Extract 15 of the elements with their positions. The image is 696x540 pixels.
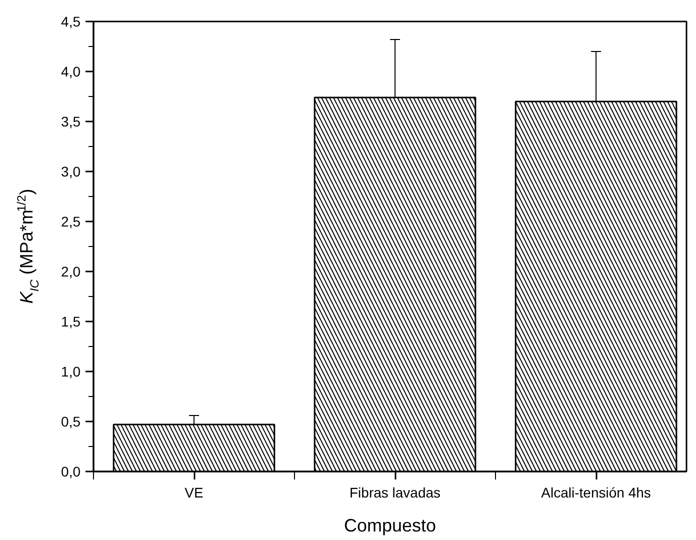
y-axis-title: KIC (MPa*m1/2) bbox=[14, 188, 42, 304]
x-tick-label: Alcali-tensión 4hs bbox=[541, 484, 651, 500]
y-tick-label: 1,0 bbox=[61, 364, 81, 380]
y-tick-label: 2,0 bbox=[61, 264, 81, 280]
x-axis-title: Compuesto bbox=[344, 516, 436, 536]
x-tick-label: VE bbox=[184, 484, 204, 500]
y-tick-label: 4,0 bbox=[61, 64, 81, 80]
y-tick-label: 0,5 bbox=[61, 414, 81, 430]
y-tick-label: 4,5 bbox=[61, 14, 81, 30]
x-tick-label: Fibras lavadas bbox=[350, 484, 441, 500]
y-tick-label: 2,5 bbox=[61, 214, 81, 230]
y-tick-label: 3,5 bbox=[61, 114, 81, 130]
y-tick-label: 3,0 bbox=[61, 164, 81, 180]
y-tick-label: 1,5 bbox=[61, 314, 81, 330]
y-tick-label: 0,0 bbox=[61, 464, 81, 480]
